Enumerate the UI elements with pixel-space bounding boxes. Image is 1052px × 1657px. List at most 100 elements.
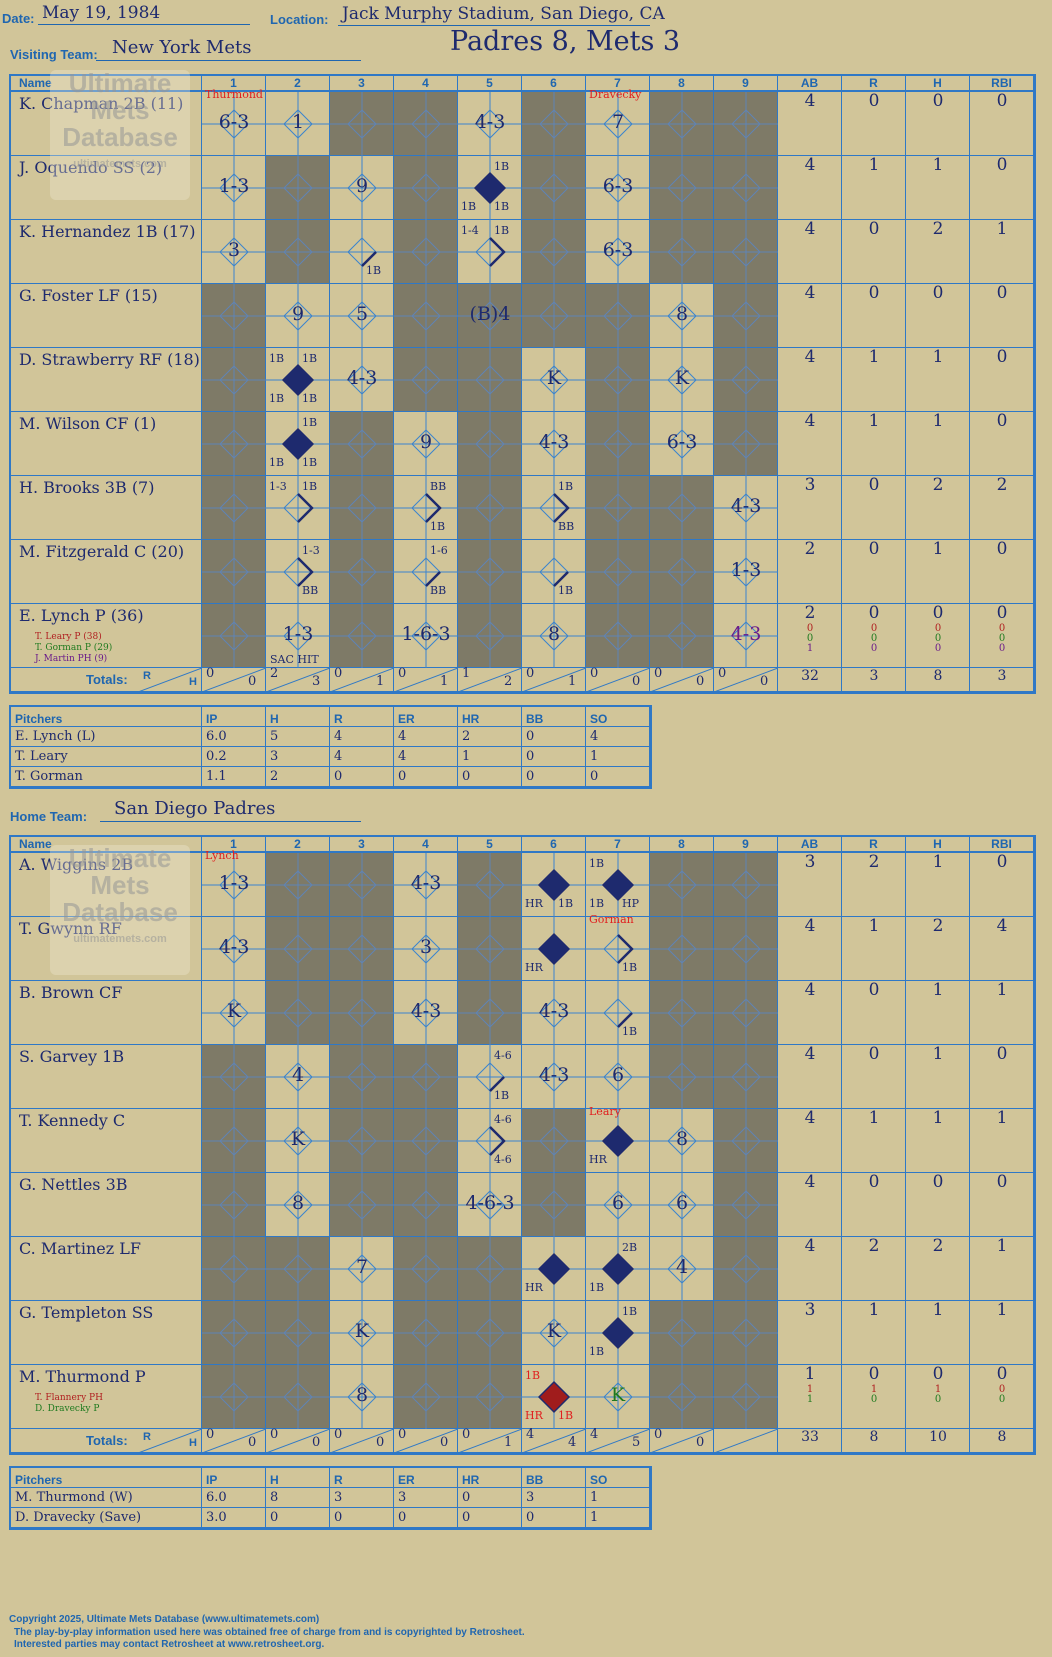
inning-cell[interactable]: 1-3 SAC HIT <box>266 604 330 668</box>
inning-cell[interactable] <box>714 853 778 917</box>
inning-cell[interactable] <box>650 917 714 981</box>
inning-cell[interactable]: 3 <box>394 917 458 981</box>
inning-cell[interactable] <box>394 284 458 348</box>
inning-cell[interactable] <box>202 476 266 540</box>
inning-cell[interactable]: 8 <box>522 604 586 668</box>
inning-cell[interactable] <box>714 156 778 220</box>
inning-cell[interactable] <box>522 156 586 220</box>
inning-cell[interactable]: 4-3 <box>714 604 778 668</box>
inning-cell[interactable] <box>202 412 266 476</box>
inning-cell[interactable]: 1-3 1B <box>266 476 330 540</box>
inning-cell[interactable]: 9 <box>330 156 394 220</box>
inning-cell[interactable]: 1-3 BB <box>266 540 330 604</box>
inning-cell[interactable] <box>650 156 714 220</box>
inning-cell[interactable] <box>650 604 714 668</box>
inning-cell[interactable]: 1B HR 1B <box>522 1365 586 1429</box>
inning-cell[interactable]: HR <box>522 917 586 981</box>
inning-cell[interactable]: 4-3 <box>330 348 394 412</box>
inning-cell[interactable] <box>458 981 522 1045</box>
inning-cell[interactable] <box>650 220 714 284</box>
inning-cell[interactable]: Leary HR <box>586 1105 650 1173</box>
inning-cell[interactable]: K <box>522 1301 586 1365</box>
inning-cell[interactable] <box>330 476 394 540</box>
inning-cell[interactable]: 6 <box>586 1045 650 1109</box>
inning-cell[interactable]: 4-3 <box>202 917 266 981</box>
inning-cell[interactable] <box>266 220 330 284</box>
inning-cell[interactable]: BB 1B <box>394 476 458 540</box>
inning-cell[interactable] <box>714 220 778 284</box>
inning-cell[interactable]: 8 <box>650 284 714 348</box>
inning-cell[interactable]: 1B 1B 1B <box>266 412 330 476</box>
inning-cell[interactable] <box>650 1045 714 1109</box>
inning-cell[interactable] <box>202 1237 266 1301</box>
inning-cell[interactable] <box>714 92 778 156</box>
inning-cell[interactable]: 1B 1B 1B 1B <box>266 348 330 412</box>
inning-cell[interactable] <box>650 92 714 156</box>
inning-cell[interactable]: 7 Dravecky <box>586 88 650 156</box>
inning-cell[interactable] <box>650 540 714 604</box>
inning-cell[interactable] <box>394 92 458 156</box>
inning-cell[interactable]: K <box>586 1365 650 1429</box>
inning-cell[interactable] <box>394 1109 458 1173</box>
inning-cell[interactable] <box>586 412 650 476</box>
inning-cell[interactable] <box>330 981 394 1045</box>
inning-cell[interactable] <box>458 476 522 540</box>
inning-cell[interactable]: 1-3 Lynch <box>202 849 266 917</box>
inning-cell[interactable]: 4-3 <box>522 981 586 1045</box>
inning-cell[interactable]: 8 <box>330 1365 394 1429</box>
inning-cell[interactable] <box>714 1365 778 1429</box>
inning-cell[interactable]: K <box>202 981 266 1045</box>
inning-cell[interactable] <box>394 1237 458 1301</box>
inning-cell[interactable]: 6-3 <box>586 220 650 284</box>
inning-cell[interactable]: 9 <box>394 412 458 476</box>
inning-cell[interactable] <box>266 1301 330 1365</box>
inning-cell[interactable] <box>266 156 330 220</box>
inning-cell[interactable]: 7 <box>330 1237 394 1301</box>
inning-cell[interactable]: 1-6-3 <box>394 604 458 668</box>
inning-cell[interactable] <box>330 853 394 917</box>
inning-cell[interactable] <box>650 853 714 917</box>
inning-cell[interactable]: 1-4 1B <box>458 220 522 284</box>
inning-cell[interactable]: HR 1B <box>522 853 586 917</box>
inning-cell[interactable] <box>330 92 394 156</box>
inning-cell[interactable] <box>394 220 458 284</box>
inning-cell[interactable]: 1B <box>330 220 394 284</box>
inning-cell[interactable]: 1B <box>522 540 586 604</box>
inning-cell[interactable] <box>394 156 458 220</box>
inning-cell[interactable]: Gorman 1B <box>586 913 650 981</box>
inning-cell[interactable] <box>458 540 522 604</box>
inning-cell[interactable] <box>266 853 330 917</box>
inning-cell[interactable] <box>330 1173 394 1237</box>
inning-cell[interactable] <box>202 284 266 348</box>
inning-cell[interactable]: 8 <box>650 1109 714 1173</box>
inning-cell[interactable] <box>586 604 650 668</box>
inning-cell[interactable] <box>266 917 330 981</box>
inning-cell[interactable] <box>330 1109 394 1173</box>
inning-cell[interactable] <box>266 1237 330 1301</box>
inning-cell[interactable] <box>394 1173 458 1237</box>
inning-cell[interactable]: (B)4 <box>458 284 522 348</box>
inning-cell[interactable]: 6 <box>650 1173 714 1237</box>
inning-cell[interactable] <box>394 348 458 412</box>
inning-cell[interactable] <box>458 348 522 412</box>
inning-cell[interactable] <box>458 1365 522 1429</box>
inning-cell[interactable] <box>650 476 714 540</box>
inning-cell[interactable]: 4-6 1B <box>458 1045 522 1109</box>
inning-cell[interactable] <box>714 1173 778 1237</box>
inning-cell[interactable] <box>714 348 778 412</box>
inning-cell[interactable]: 1-3 <box>714 540 778 604</box>
inning-cell[interactable] <box>522 284 586 348</box>
inning-cell[interactable]: K <box>650 348 714 412</box>
inning-cell[interactable]: 6-3 Thurmond <box>202 88 266 156</box>
inning-cell[interactable]: 5 <box>330 284 394 348</box>
inning-cell[interactable] <box>458 1237 522 1301</box>
inning-cell[interactable] <box>202 1109 266 1173</box>
inning-cell[interactable] <box>522 1173 586 1237</box>
inning-cell[interactable] <box>650 981 714 1045</box>
inning-cell[interactable] <box>458 917 522 981</box>
inning-cell[interactable]: 1-6 BB <box>394 540 458 604</box>
inning-cell[interactable]: 9 <box>266 284 330 348</box>
inning-cell[interactable] <box>458 604 522 668</box>
inning-cell[interactable] <box>202 1301 266 1365</box>
inning-cell[interactable] <box>650 1301 714 1365</box>
